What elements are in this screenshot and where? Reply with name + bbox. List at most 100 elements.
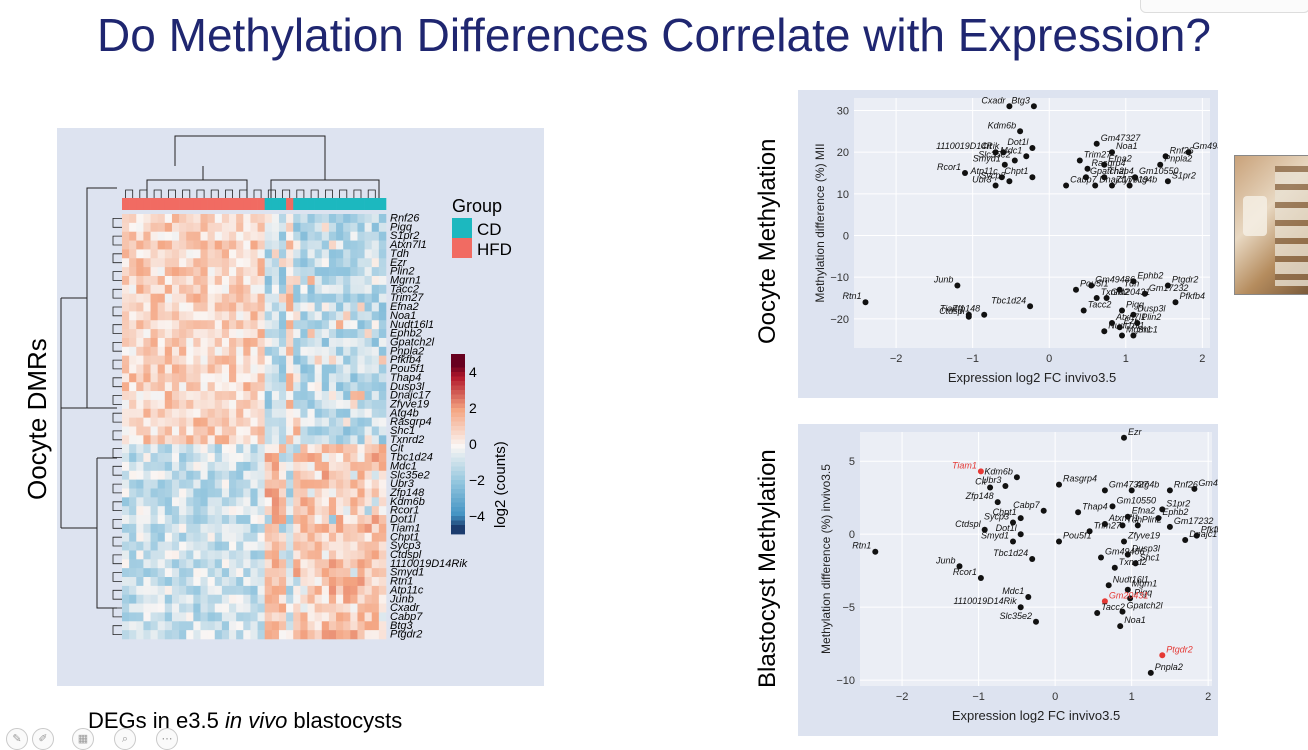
heatmap-cell <box>229 320 237 330</box>
group-bar-cell <box>136 198 144 210</box>
heatmap-cell <box>293 603 301 613</box>
heatmap-cell <box>136 302 144 312</box>
heatmap-cell <box>186 284 194 294</box>
heatmap-cell <box>122 488 130 498</box>
heatmap-cell <box>307 461 315 472</box>
group-bar-cell <box>150 198 158 210</box>
heatmap-cell <box>336 364 344 374</box>
point-label: Sycp3 <box>980 170 1005 180</box>
video-thumbnail[interactable] <box>1234 155 1308 295</box>
heatmap-cell <box>307 568 315 578</box>
data-point <box>1132 560 1139 567</box>
heatmap-cell <box>129 559 137 569</box>
heatmap-cell <box>371 355 380 365</box>
highlighter-icon[interactable]: ✎ <box>6 728 28 750</box>
heatmap-cell <box>200 311 208 321</box>
heatmap-cell <box>314 479 323 489</box>
heatmap-cell <box>150 515 158 525</box>
heatmap-cell <box>364 559 373 569</box>
heatmap-cell <box>200 258 208 268</box>
heatmap-cell <box>129 267 137 277</box>
heatmap-cell <box>221 391 230 401</box>
data-point <box>1101 328 1108 335</box>
heatmap-cell <box>179 453 187 463</box>
data-point <box>1013 474 1020 481</box>
heatmap-cell <box>221 329 230 339</box>
heatmap-cell <box>171 577 180 587</box>
heatmap-cell <box>250 346 258 356</box>
heatmap-cell <box>122 426 130 436</box>
heatmap-cell <box>293 523 301 534</box>
x-tick-label: 0 <box>1052 691 1058 703</box>
heatmap-cell <box>164 532 173 542</box>
heatmap-cell <box>171 453 180 463</box>
heatmap-cell <box>157 603 166 613</box>
heatmap-cell <box>236 240 244 250</box>
colorbar-step <box>451 385 465 391</box>
zoom-icon[interactable]: ⌕ <box>114 728 136 750</box>
heatmap-cell <box>350 506 358 516</box>
pen-icon[interactable]: ✐ <box>32 728 54 750</box>
heatmap-cell <box>300 559 308 569</box>
heatmap-cell <box>193 408 201 418</box>
heatmap-cell <box>328 532 337 542</box>
heatmap-cell <box>157 311 166 321</box>
heatmap-cell <box>122 523 130 534</box>
heatmap-cell <box>136 568 144 578</box>
heatmap-cell <box>171 488 180 498</box>
heatmap-cell <box>328 382 337 392</box>
group-bar-cell <box>293 198 301 210</box>
heatmap-cell <box>378 302 387 312</box>
heatmap-cell <box>200 612 208 622</box>
heatmap-cell <box>271 302 280 312</box>
heatmap-cell <box>257 506 266 516</box>
heatmap-cell <box>328 302 337 312</box>
heatmap-cell <box>214 532 223 542</box>
heatmap-cell <box>200 585 208 596</box>
heatmap-cell <box>371 231 380 241</box>
more-icon[interactable]: ⋯ <box>156 728 178 750</box>
group-bar-cell <box>229 198 237 210</box>
heatmap-cell <box>171 267 180 277</box>
heatmap-cell <box>343 337 351 348</box>
heatmap-cell <box>293 231 301 241</box>
heatmap-cell <box>129 364 137 374</box>
heatmap-cell <box>243 311 251 321</box>
heatmap-cell <box>129 541 137 551</box>
heatmap-cell <box>221 214 230 224</box>
heatmap-cell <box>264 461 273 472</box>
heatmap-cell <box>136 603 144 613</box>
heatmap-cell <box>314 444 323 454</box>
heatmap-cell <box>200 329 208 339</box>
heatmap-cell <box>336 577 344 587</box>
heatmap-cell <box>293 444 301 454</box>
point-label: Gpatch2l <box>1090 166 1127 176</box>
group-bar-cell <box>364 198 373 210</box>
heatmap-cell <box>278 214 287 224</box>
heatmap-cell <box>207 506 216 516</box>
heatmap-cell <box>179 293 187 303</box>
heatmap-cell <box>150 488 158 498</box>
heatmap-cell <box>150 222 158 232</box>
heatmap-cell <box>171 408 180 418</box>
heatmap-cell <box>214 461 223 472</box>
heatmap-cell <box>286 497 294 507</box>
data-point <box>1001 161 1008 168</box>
heatmap-cell <box>314 258 323 268</box>
heatmap-cell <box>243 364 251 374</box>
heatmap-cell <box>122 391 130 401</box>
heatmap-cell <box>293 585 301 596</box>
heatmap-cell <box>122 275 130 286</box>
heatmap-cell <box>143 497 151 507</box>
grid-icon[interactable]: ▦ <box>72 728 94 750</box>
point-label: Dnajc17 <box>1189 529 1218 539</box>
heatmap-cell <box>214 550 223 560</box>
heatmap-cell <box>364 453 373 463</box>
data-point <box>1134 522 1141 529</box>
heatmap-cell <box>186 435 194 445</box>
heatmap-cell <box>150 249 158 259</box>
heatmap-cell <box>250 497 258 507</box>
heatmap-cell <box>143 479 151 489</box>
heatmap-cell <box>271 541 280 551</box>
heatmap-cell <box>122 320 130 330</box>
